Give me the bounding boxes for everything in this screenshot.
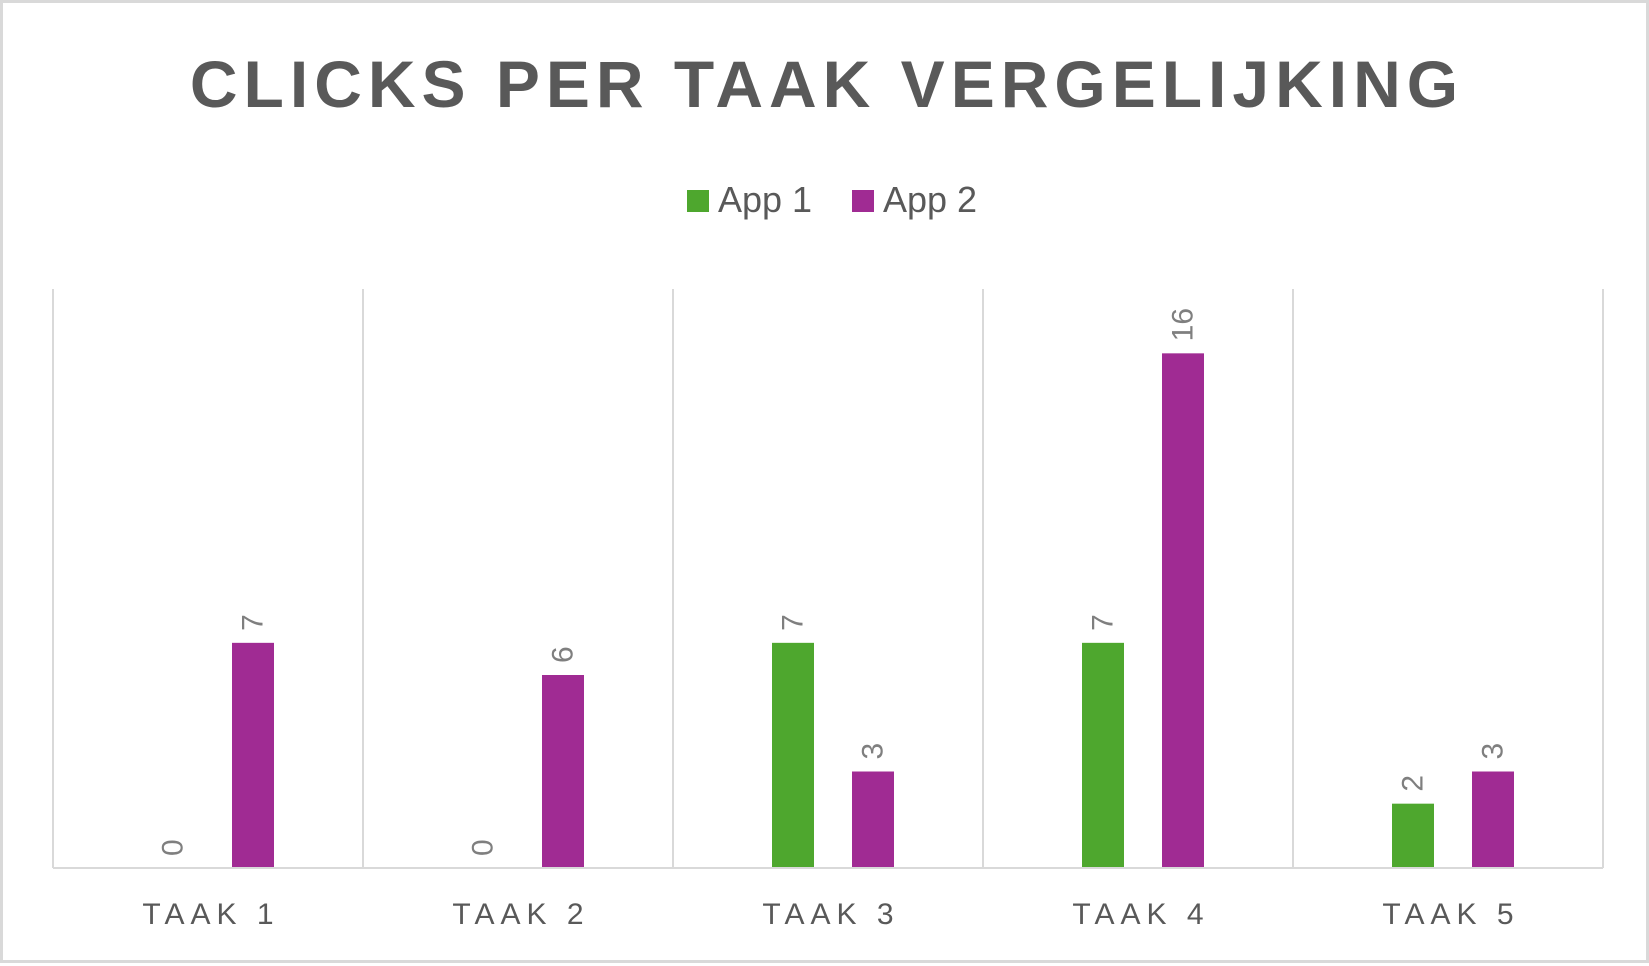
legend-swatch bbox=[687, 190, 709, 212]
data-label: 7 bbox=[237, 614, 270, 631]
bar-app-2-taak-5 bbox=[1472, 771, 1514, 868]
legend-item-app-2: App 2 bbox=[852, 179, 977, 220]
x-tick-label: TAAK 1 bbox=[142, 898, 279, 931]
bar-app-2-taak-1 bbox=[232, 642, 274, 868]
bars bbox=[232, 353, 1514, 868]
data-label: 16 bbox=[1167, 308, 1200, 341]
chart-title: CLICKS PER TAAK VERGELIJKING bbox=[190, 47, 1464, 121]
bar-app-2-taak-2 bbox=[542, 675, 584, 868]
gridlines bbox=[52, 289, 1604, 868]
legend-swatch bbox=[852, 190, 874, 212]
data-labels: 0 7 0 6 7 3 7 16 2 3 bbox=[157, 308, 1510, 856]
x-tick-label: TAAK 3 bbox=[762, 898, 899, 931]
bar-app-2-taak-4 bbox=[1162, 353, 1204, 868]
data-label: 0 bbox=[157, 839, 190, 856]
bar-app-1-taak-4 bbox=[1082, 642, 1124, 868]
x-tick-label: TAAK 5 bbox=[1382, 898, 1519, 931]
x-tick-label: TAAK 4 bbox=[1072, 898, 1209, 931]
bar-app-1-taak-5 bbox=[1392, 803, 1434, 868]
bar-app-2-taak-3 bbox=[852, 771, 894, 868]
data-label: 3 bbox=[857, 743, 890, 760]
bar-app-1-taak-3 bbox=[772, 642, 814, 868]
data-label: 2 bbox=[1397, 775, 1430, 792]
legend-label: App 2 bbox=[883, 179, 977, 220]
data-label: 3 bbox=[1477, 743, 1510, 760]
bar-chart: CLICKS PER TAAK VERGELIJKING App 1 App 2 … bbox=[52, 47, 1604, 931]
data-label: 7 bbox=[1087, 614, 1120, 631]
data-label: 6 bbox=[547, 646, 580, 663]
x-axis-tick-labels: TAAK 1 TAAK 2 TAAK 3 TAAK 4 TAAK 5 bbox=[142, 898, 1519, 931]
data-label: 0 bbox=[467, 839, 500, 856]
legend-item-app-1: App 1 bbox=[687, 179, 812, 220]
legend: App 1 App 2 bbox=[687, 179, 977, 220]
x-tick-label: TAAK 2 bbox=[452, 898, 589, 931]
legend-label: App 1 bbox=[718, 179, 812, 220]
data-label: 7 bbox=[777, 614, 810, 631]
